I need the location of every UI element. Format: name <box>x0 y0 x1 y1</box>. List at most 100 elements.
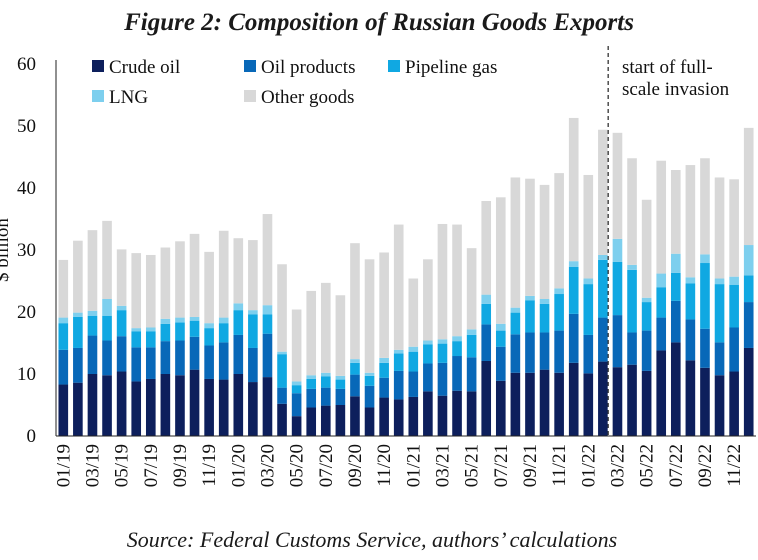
x-tick-label: 01/20 <box>228 444 249 487</box>
bar-segment <box>175 375 185 436</box>
bar-segment <box>641 297 652 303</box>
bar-segment <box>131 347 142 382</box>
bar-segment <box>350 362 360 375</box>
bar-segment <box>145 347 156 379</box>
bar-segment <box>320 387 331 406</box>
x-tick-label: 07/19 <box>141 444 162 487</box>
bar-segment <box>73 347 83 383</box>
bar-segment <box>73 382 83 436</box>
bar-segment <box>495 323 506 331</box>
bar-segment <box>583 284 594 335</box>
bar-segment <box>393 349 404 354</box>
bar-segment <box>145 254 156 328</box>
bar-segment <box>408 278 419 347</box>
bar-segment <box>262 305 273 315</box>
bar-segment <box>423 340 433 345</box>
bar-segment <box>510 334 521 373</box>
bar-segment <box>218 317 229 324</box>
bar-segment <box>510 307 521 313</box>
bar-segment <box>320 405 331 436</box>
x-tick-label: 01/19 <box>53 444 74 487</box>
bar-segment <box>729 276 739 285</box>
bar-segment <box>627 364 637 436</box>
y-axis-ticks: 0 10 20 30 40 50 60 <box>17 54 36 447</box>
bar-segment <box>58 317 69 324</box>
x-tick-label: 09/22 <box>695 444 716 487</box>
bar-segment <box>189 369 200 436</box>
bar-segment <box>116 336 127 372</box>
bar-segment <box>102 220 112 299</box>
bar-segment <box>102 375 112 436</box>
legend-label: Other goods <box>261 87 354 108</box>
bar-segment <box>58 384 69 436</box>
bar-segment <box>452 224 462 337</box>
legend-swatch <box>92 90 104 102</box>
bar-segment <box>656 273 667 288</box>
bar-segment <box>364 407 375 436</box>
bar-segment <box>627 269 637 333</box>
bar-segment <box>87 335 98 374</box>
bar-segment <box>350 396 360 436</box>
bar-segment <box>145 327 156 332</box>
bar-segment <box>87 310 98 316</box>
bar-segment <box>116 305 127 311</box>
x-tick-label: 01/21 <box>403 444 424 487</box>
bar-segment <box>160 318 171 324</box>
bar-segment <box>656 350 667 436</box>
bar-segment <box>656 160 667 274</box>
bar-segment <box>248 382 258 436</box>
bar-segment <box>131 328 142 332</box>
bar-segment <box>233 303 244 311</box>
bar-segment <box>393 370 404 400</box>
bar-segment <box>481 360 492 436</box>
bar-segment <box>291 309 302 382</box>
bar-segment <box>495 330 506 347</box>
bar-segment <box>116 371 127 436</box>
bar-segment <box>58 259 69 318</box>
bar-segment <box>233 334 244 374</box>
legend-swatch <box>244 60 256 72</box>
bar-segment <box>320 372 331 377</box>
bar-segment <box>73 240 83 313</box>
bar-segment <box>554 173 564 289</box>
bar-segment <box>350 374 360 397</box>
bar-segment <box>306 378 317 389</box>
bar-segment <box>131 331 142 348</box>
bar-segment <box>350 243 360 360</box>
bar-segment <box>554 288 564 295</box>
bar-segment <box>539 298 550 304</box>
bar-segment <box>364 372 375 376</box>
bar-segment <box>670 253 681 273</box>
bar-segment <box>233 238 244 304</box>
bar-segment <box>306 407 317 436</box>
bar-segment <box>87 230 98 311</box>
bar-segment <box>102 298 112 316</box>
bar-segment <box>408 371 419 397</box>
bar-segment <box>291 381 302 386</box>
bars <box>58 117 754 436</box>
bar-segment <box>481 294 492 304</box>
bar-segment <box>291 416 302 436</box>
bar-segment <box>262 333 273 378</box>
bar-segment <box>554 372 564 436</box>
bar-segment <box>175 340 185 376</box>
bar-segment <box>364 375 375 386</box>
bar-segment <box>568 313 579 363</box>
bar-segment <box>335 379 346 389</box>
bar-segment <box>218 230 229 318</box>
bar-segment <box>262 314 273 334</box>
legend-swatch <box>92 60 104 72</box>
x-tick-label: 07/22 <box>666 444 687 487</box>
bar-segment <box>598 317 608 362</box>
bar-segment <box>525 372 535 436</box>
bar-segment <box>58 323 69 350</box>
bar-segment <box>743 245 754 276</box>
bar-segment <box>743 302 754 348</box>
bar-segment <box>204 328 214 346</box>
bar-segment <box>291 393 302 417</box>
bar-segment <box>656 287 667 318</box>
bar-segment <box>379 377 389 398</box>
bar-segment <box>145 331 156 348</box>
bar-segment <box>510 372 521 436</box>
bar-segment <box>189 316 200 321</box>
